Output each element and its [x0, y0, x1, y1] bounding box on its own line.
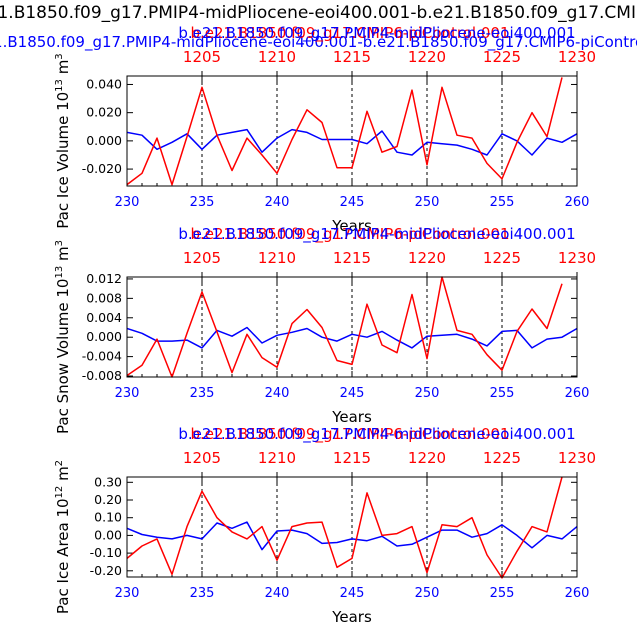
- y-axis-label-main: Pac Ice Area 10: [54, 498, 72, 614]
- y-tick-label: -0.008: [82, 368, 122, 383]
- x-tick-label: 260: [565, 195, 590, 210]
- x-tick-label: 240: [265, 586, 290, 601]
- y-tick-label: 0.000: [86, 329, 122, 344]
- y-axis-label-unit-exponent: 2: [54, 460, 65, 466]
- x-tick-label: 245: [340, 195, 365, 210]
- y-tick-label: 0.012: [86, 271, 122, 286]
- y-axis-label: Pac Snow Volume 1013 m3: [54, 240, 72, 434]
- top-tick-label: 1205: [183, 48, 221, 66]
- top-tick-label: 1215: [333, 48, 371, 66]
- x-tick-label: 260: [565, 386, 590, 401]
- x-tick-label: 230: [115, 386, 140, 401]
- top-tick-label: 1210: [258, 249, 296, 267]
- x-tick-label: 250: [415, 195, 440, 210]
- x-tick-label: 245: [340, 386, 365, 401]
- x-axis-label: Years: [331, 408, 372, 426]
- y-axis-label-exponent: 12: [54, 486, 65, 499]
- chart-panel-2: b.e21.B1850.f09_g17.CMIP6-piControl.001b…: [54, 225, 596, 434]
- y-tick-label: 0.20: [94, 492, 122, 507]
- y-tick-label: 0.30: [94, 474, 122, 489]
- series-line-blue: [126, 521, 578, 551]
- chart-panel-3: b.e21.B1850.f09_g17.CMIP6-piControl.001b…: [54, 425, 596, 626]
- x-tick-label: 250: [415, 386, 440, 401]
- top-tick-label: 1230: [558, 48, 596, 66]
- x-tick-label: 255: [490, 586, 515, 601]
- x-tick-label: 235: [190, 586, 215, 601]
- y-axis-label: Pac Ice Area 1012 m2: [54, 460, 72, 614]
- y-axis-label-unit: m: [54, 60, 72, 79]
- y-tick-label: -0.020: [82, 161, 122, 176]
- top-tick-label: 1230: [558, 249, 596, 267]
- top-tick-label: 1225: [483, 449, 521, 467]
- y-axis-label-main: Pac Snow Volume 10: [54, 279, 72, 434]
- figure-title-black: b.e21.B1850.f09_g17.PMIP4-midPliocene-eo…: [0, 3, 637, 23]
- y-tick-label: 0.040: [86, 76, 122, 91]
- series-line-red: [126, 77, 563, 186]
- y-tick-label: 0.000: [86, 133, 122, 148]
- top-label-red: b.e21.B1850.f09_g17.CMIP6-piControl.001: [191, 425, 510, 444]
- y-tick-label: -0.20: [90, 563, 122, 578]
- y-axis-label: Pac Ice Volume 1013 m3: [54, 53, 72, 228]
- top-tick-label: 1220: [408, 449, 446, 467]
- top-tick-label: 1220: [408, 249, 446, 267]
- top-tick-label: 1225: [483, 48, 521, 66]
- x-tick-label: 235: [190, 195, 215, 210]
- top-tick-label: 1215: [333, 449, 371, 467]
- x-tick-label: 240: [265, 386, 290, 401]
- x-tick-label: 255: [490, 386, 515, 401]
- x-tick-label: 235: [190, 386, 215, 401]
- top-tick-label: 1210: [258, 449, 296, 467]
- top-tick-label: 1230: [558, 449, 596, 467]
- top-label-blue: b.e21.B1850.f09_g17.PMIP4-midPliocene-eo…: [178, 24, 575, 43]
- y-axis-label-exponent: 13: [54, 79, 65, 92]
- top-label-red: b.e21.B1850.f09_g17.CMIP6-piControl.001: [191, 24, 510, 43]
- top-label-blue: b.e21.B1850.f09_g17.PMIP4-midPliocene-eo…: [178, 425, 575, 444]
- panels: b.e21.B1850.f09_g17.CMIP6-piControl.001b…: [54, 24, 596, 626]
- x-tick-label: 240: [265, 195, 290, 210]
- y-axis-label-main: Pac Ice Volume 10: [54, 92, 72, 229]
- top-tick-label: 1225: [483, 249, 521, 267]
- chart-panel-1: b.e21.B1850.f09_g17.CMIP6-piControl.001b…: [54, 24, 596, 235]
- series-line-red: [126, 476, 563, 579]
- top-label-blue: b.e21.B1850.f09_g17.PMIP4-midPliocene-eo…: [178, 225, 575, 244]
- y-axis-label-unit: m: [54, 246, 72, 265]
- x-tick-label: 245: [340, 586, 365, 601]
- x-tick-label: 260: [565, 586, 590, 601]
- y-tick-label: 0.00: [94, 527, 122, 542]
- figure-title-blue: b.e21.B1850.f09_g17.PMIP4-midPliocene-eo…: [0, 33, 637, 52]
- top-tick-label: 1205: [183, 249, 221, 267]
- y-tick-label: 0.10: [94, 510, 122, 525]
- y-tick-label: 0.020: [86, 105, 122, 120]
- top-tick-label: 1220: [408, 48, 446, 66]
- y-axis-label-unit: m: [54, 466, 72, 485]
- series-line-blue: [126, 326, 578, 349]
- x-tick-label: 230: [115, 586, 140, 601]
- y-axis-label-unit-exponent: 3: [54, 53, 65, 59]
- top-tick-label: 1210: [258, 48, 296, 66]
- x-axis-label: Years: [331, 217, 372, 235]
- series-line-red: [126, 276, 563, 378]
- plot-frame: [126, 276, 578, 378]
- plot-frame: [126, 476, 578, 578]
- plot-frame: [126, 75, 578, 187]
- x-tick-label: 250: [415, 586, 440, 601]
- top-tick-label: 1215: [333, 249, 371, 267]
- top-label-red: b.e21.B1850.f09_g17.CMIP6-piControl.001: [191, 225, 510, 244]
- y-tick-label: -0.10: [90, 545, 122, 560]
- y-tick-label: 0.004: [86, 310, 122, 325]
- series-line-blue: [126, 128, 578, 156]
- y-axis-label-exponent: 13: [54, 266, 65, 279]
- y-tick-label: -0.004: [82, 349, 122, 364]
- y-tick-label: 0.008: [86, 290, 122, 305]
- x-tick-label: 230: [115, 195, 140, 210]
- x-tick-label: 255: [490, 195, 515, 210]
- top-tick-label: 1205: [183, 449, 221, 467]
- x-axis-label: Years: [331, 608, 372, 626]
- y-axis-label-unit-exponent: 3: [54, 240, 65, 246]
